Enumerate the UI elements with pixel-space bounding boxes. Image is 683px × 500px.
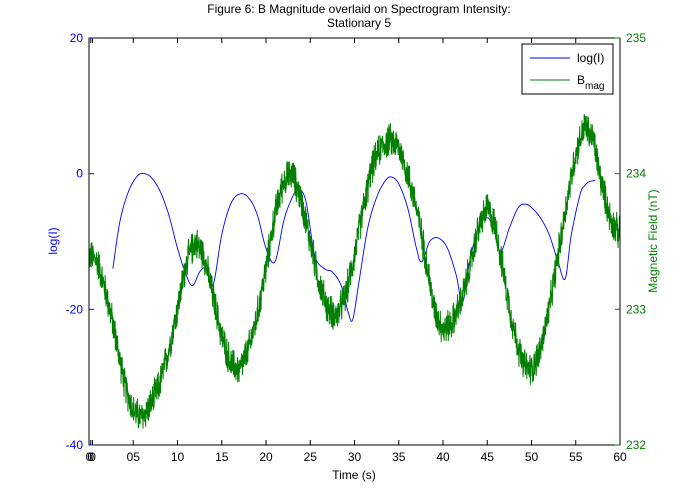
x-tick-label: 60: [613, 450, 627, 464]
y-axis-right-label: Magnetic Field (nT): [646, 189, 660, 292]
legend-label-bmag-sub: mag: [585, 81, 604, 92]
y-left-tick-label: -40: [66, 438, 84, 452]
y-axis-left-label: log(I): [46, 227, 60, 254]
legend-box: [521, 43, 614, 95]
y-right-tick-label: 235: [626, 31, 646, 45]
y-right-tick-label: 234: [626, 167, 646, 181]
x-tick-label: 35: [392, 450, 406, 464]
x-tick-label: 40: [436, 450, 450, 464]
y-left-tick-label: -20: [66, 302, 84, 316]
y-left-tick-label: 20: [70, 31, 84, 45]
x-tick-label: 0: [86, 450, 93, 464]
x-tick-label: 55: [569, 450, 583, 464]
x-axis-label: Time (s): [332, 468, 376, 482]
x-tick-label: 15: [215, 450, 229, 464]
chart-title: Figure 6: B Magnitude overlaid on Spectr…: [207, 2, 511, 30]
legend: log(I) Bmag: [521, 43, 614, 95]
x-tick-label: 50: [525, 450, 539, 464]
plot-frame: [88, 37, 621, 446]
x-tick-label: 0: [89, 450, 96, 464]
legend-label-bmag: Bmag: [577, 73, 604, 92]
legend-label-logI: log(I): [577, 51, 604, 65]
y-right-tick-label: 232: [626, 438, 646, 452]
x-tick-label: 10: [171, 450, 185, 464]
x-tick-label: 0: [87, 450, 94, 464]
x-axis: 000 05 10 15 20 25 30 35 40 45 50 55 60: [86, 38, 627, 464]
y-axis-left: -40 -20 0 20: [66, 31, 94, 452]
x-tick-label: 30: [348, 450, 362, 464]
legend-label-bmag-main: B: [577, 73, 585, 87]
plot-layer: [88, 113, 621, 429]
x-tick-label: 05: [127, 450, 141, 464]
y-left-tick-label: 0: [76, 167, 83, 181]
x-tick-label: 20: [259, 450, 273, 464]
x-tick-label: 25: [304, 450, 318, 464]
series-line-logI: [112, 173, 596, 322]
chart-title-line-1: Figure 6: B Magnitude overlaid on Spectr…: [207, 2, 511, 16]
series-line-bmag: [88, 113, 621, 429]
y-right-tick-label: 233: [626, 302, 646, 316]
chart-title-line-2: Stationary 5: [327, 16, 391, 30]
x-tick-label: 45: [481, 450, 495, 464]
y-axis-right: 232 233 234 235: [615, 31, 646, 452]
